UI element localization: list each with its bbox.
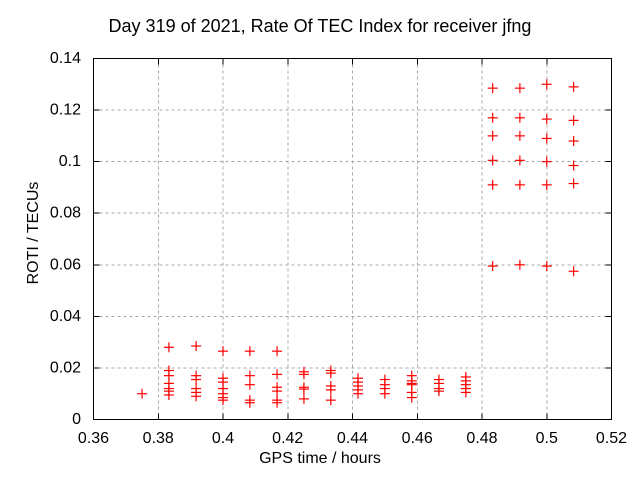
x-tick-label: 0.46 — [402, 430, 433, 447]
x-tick-label: 0.42 — [272, 430, 303, 447]
y-tick-label: 0.06 — [50, 256, 81, 273]
x-tick-label: 0.44 — [337, 430, 368, 447]
y-tick-label: 0 — [72, 411, 81, 428]
x-tick-label: 0.38 — [143, 430, 174, 447]
x-tick-label: 0.36 — [78, 430, 109, 447]
y-tick-label: 0.04 — [50, 308, 81, 325]
x-tick-label: 0.5 — [536, 430, 558, 447]
y-tick-label: 0.1 — [59, 153, 81, 170]
y-tick-label: 0.08 — [50, 205, 81, 222]
x-axis-label: GPS time / hours — [259, 450, 381, 467]
y-tick-label: 0.12 — [50, 102, 81, 119]
x-tick-label: 0.52 — [596, 430, 627, 447]
y-tick-label: 0.14 — [50, 50, 81, 67]
y-axis-label: ROTI / TECUs — [25, 181, 42, 285]
x-tick-label: 0.4 — [212, 430, 234, 447]
x-tick-label: 0.48 — [466, 430, 497, 447]
y-tick-label: 0.02 — [50, 359, 81, 376]
chart-title: Day 319 of 2021, Rate Of TEC Index for r… — [108, 16, 532, 36]
